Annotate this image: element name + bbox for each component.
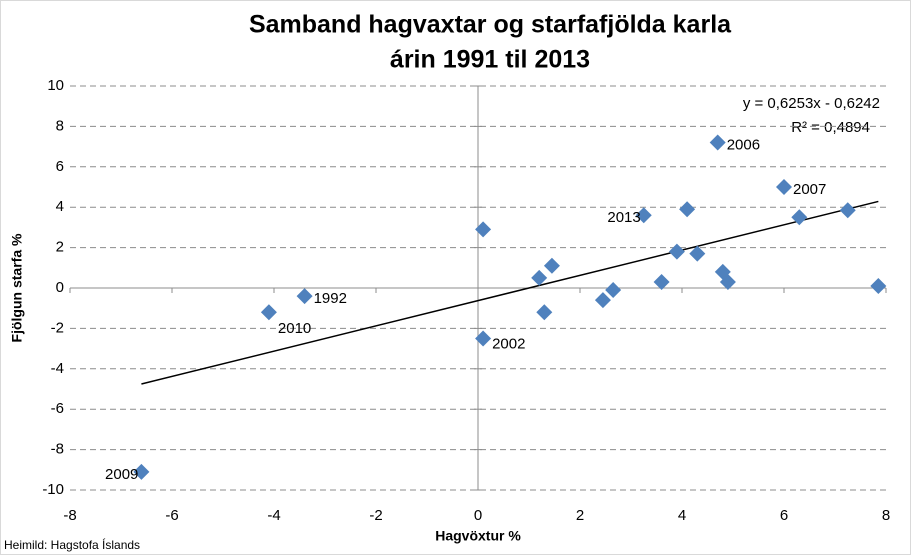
point [296,288,313,305]
x-tick-label: 4 [678,507,686,524]
y-tick-label: 8 [56,117,64,134]
x-tick-label: 8 [882,507,890,524]
point-label: 2006 [727,137,760,154]
point [260,304,277,321]
x-tick-label: 2 [576,507,584,524]
point [719,273,736,290]
point [605,282,622,299]
y-tick-label: -2 [51,319,64,336]
x-tick-label: -4 [267,507,280,524]
point-label: 2007 [793,181,826,198]
point [475,221,492,238]
x-axis-title: Hagvöxtur % [435,528,521,544]
point [839,202,856,219]
trend-r-squared: R² = 0,4894 [791,119,870,136]
chart-title: Samband hagvaxtar og starfafjölda karla [249,11,732,39]
point [594,292,611,309]
point [531,269,548,286]
x-tick-label: 0 [474,507,482,524]
point-label: 2010 [278,320,311,337]
chart-title: árin 1991 til 2013 [390,46,590,74]
point [668,243,685,260]
point [635,207,652,224]
y-tick-label: 4 [56,198,64,215]
point [689,245,706,262]
y-tick-label: -4 [51,360,64,377]
point [536,304,553,321]
point [475,330,492,347]
point [679,201,696,218]
trend-equation: y = 0,6253x - 0,6242 [743,95,880,112]
trendline [141,200,879,385]
y-tick-label: 0 [56,279,64,296]
x-tick-label: -2 [369,507,382,524]
point [791,209,808,226]
x-tick-label: -8 [63,507,76,524]
x-tick-label: 6 [780,507,788,524]
y-tick-label: 10 [47,77,64,94]
x-tick-label: -6 [165,507,178,524]
source-note: Heimild: Hagstofa Íslands [4,537,140,552]
point-label: 2013 [607,209,640,226]
y-tick-label: -8 [51,441,64,458]
point-label: 1992 [314,290,347,307]
y-tick-label: 2 [56,239,64,256]
point [653,273,670,290]
point [709,134,726,151]
y-axis-title: Fjölgun starfa % [9,233,25,342]
point-label: 2002 [492,335,525,352]
y-tick-label: -6 [51,400,64,417]
point [543,257,560,274]
y-tick-label: 6 [56,158,64,175]
point-label: 2009 [105,466,138,483]
point [133,463,150,480]
y-tick-label: -10 [42,481,64,498]
point [776,179,792,195]
point [870,277,887,294]
